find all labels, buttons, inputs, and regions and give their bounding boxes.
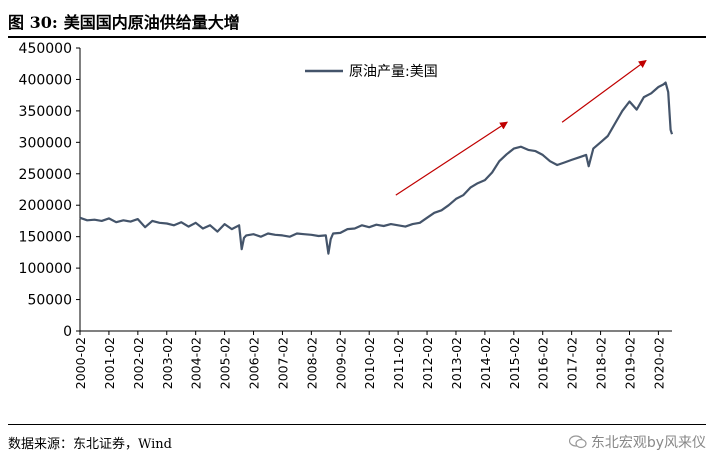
x-tick-label: 2011-02 xyxy=(391,337,406,389)
line-chart: 0 50000 100000 150000 200000 250000 300000 3500… xyxy=(19,41,674,389)
series-line xyxy=(79,81,674,255)
y-tick-label: 450000 xyxy=(19,41,72,57)
watermark-text: 东北宏观by风来仪 xyxy=(590,435,706,451)
x-tick-label: 2003-02 xyxy=(160,337,175,389)
x-tick-label: 2015-02 xyxy=(507,337,522,389)
x-tick-label: 2019-02 xyxy=(622,337,637,389)
x-tick-label: 2002-02 xyxy=(131,337,146,389)
source-text: 数据来源：东北证券，Wind xyxy=(8,436,172,452)
wechat-icon xyxy=(568,435,587,449)
figure-label: 图 30: xyxy=(8,13,58,32)
chart-container: 0 50000 100000 150000 200000 250000 300000 3500… xyxy=(0,38,714,418)
x-tick-label: 2008-02 xyxy=(304,337,319,389)
x-tick-label: 2000-02 xyxy=(73,337,88,389)
y-tick-label: 50000 xyxy=(27,293,72,309)
x-tick-label: 2014-02 xyxy=(478,337,493,389)
y-tick-label: 100000 xyxy=(19,261,72,277)
figure-title-bar: 图 30: 美国国内原油供给量大增 xyxy=(8,6,706,38)
x-tick-label: 2006-02 xyxy=(247,337,262,389)
x-tick-label: 2004-02 xyxy=(189,337,204,389)
figure-title: 美国国内原油供给量大增 xyxy=(63,13,240,32)
x-tick-label: 2010-02 xyxy=(362,337,377,389)
y-tick-label: 350000 xyxy=(19,104,72,120)
y-tick-label: 300000 xyxy=(19,135,72,151)
x-tick-label: 2001-02 xyxy=(102,337,117,389)
y-tick-label: 200000 xyxy=(19,198,72,214)
y-tick-label: 400000 xyxy=(19,72,72,88)
y-tick-label: 0 xyxy=(63,324,72,340)
y-tick-label: 250000 xyxy=(19,167,72,183)
watermark: 东北宏观by风来仪 xyxy=(568,432,706,452)
x-tick-label: 2007-02 xyxy=(275,337,290,389)
trend-arrow xyxy=(395,121,508,196)
x-tick-label: 2018-02 xyxy=(594,337,609,389)
x-tick-label: 2005-02 xyxy=(218,337,233,389)
y-tick-label: 150000 xyxy=(19,230,72,246)
x-tick-label: 2016-02 xyxy=(536,337,551,389)
x-tick-label: 2009-02 xyxy=(333,337,348,389)
legend-label: 原油产量:美国 xyxy=(349,64,438,80)
x-tick-label: 2020-02 xyxy=(651,337,666,389)
x-tick-label: 2013-02 xyxy=(449,337,464,389)
x-tick-label: 2012-02 xyxy=(420,337,435,389)
source-footer: 数据来源：东北证券，Wind 东北宏观by风来仪 xyxy=(8,424,706,459)
trend-arrow xyxy=(561,59,647,123)
x-tick-label: 2017-02 xyxy=(565,337,580,389)
